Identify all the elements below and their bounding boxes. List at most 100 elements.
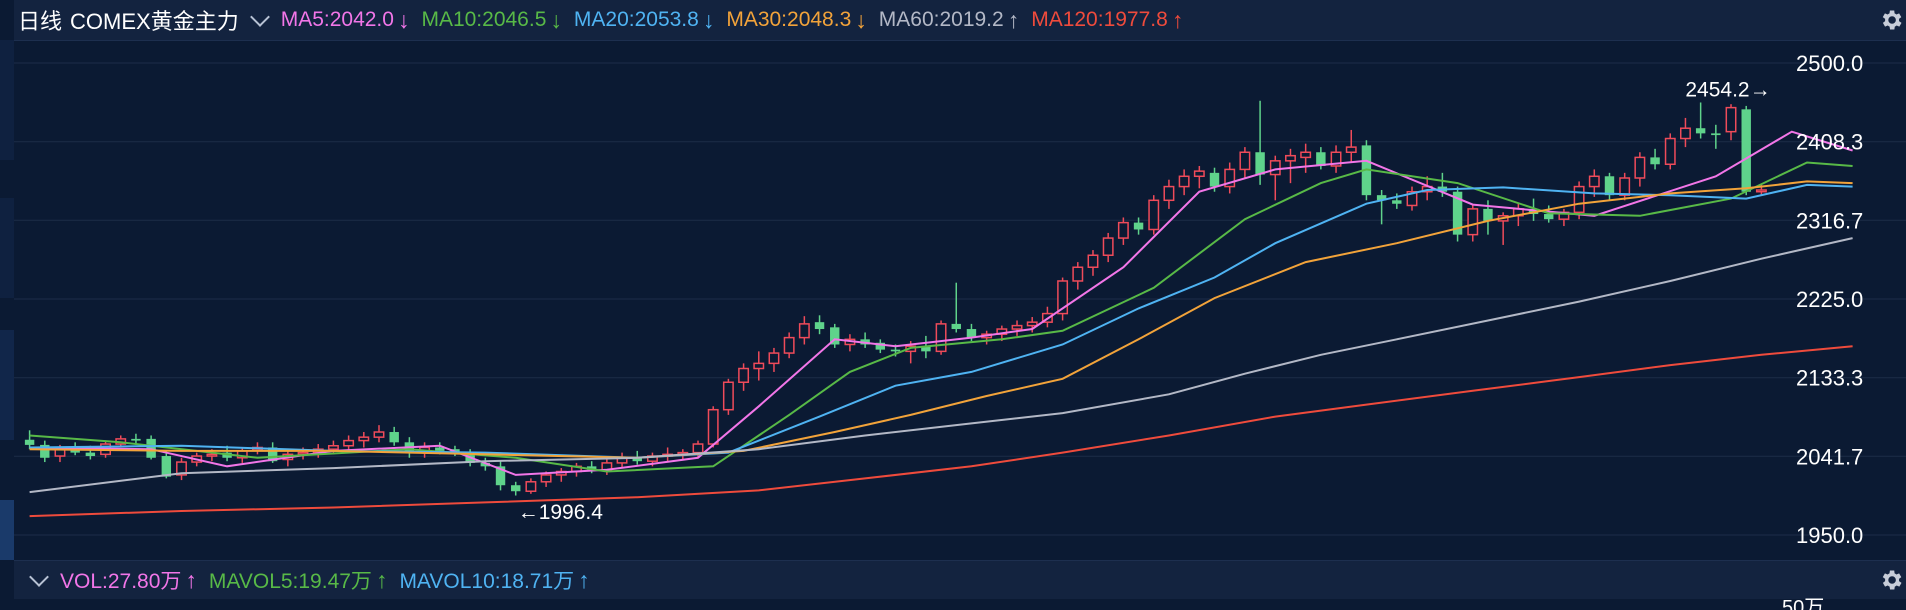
candle-body-up xyxy=(1087,254,1099,268)
candle-body-up xyxy=(798,323,810,339)
candle xyxy=(555,468,567,482)
candle-body-up xyxy=(1755,189,1767,193)
ma-line-ma60 xyxy=(29,237,1853,494)
candle xyxy=(798,316,810,345)
candle-body-up xyxy=(176,461,187,476)
candle-body-down xyxy=(1711,133,1721,136)
candle xyxy=(146,435,156,460)
candle xyxy=(1345,129,1357,163)
max-price-annotation: 2454.2→ xyxy=(1685,78,1770,101)
candle xyxy=(1664,133,1676,170)
candle xyxy=(1588,169,1600,197)
gear-icon[interactable] xyxy=(1878,567,1904,593)
candle-body-up xyxy=(707,408,719,445)
candle-body-down xyxy=(161,456,172,477)
candle-body-up xyxy=(1224,168,1236,188)
y-tick-label: 2225.0 xyxy=(1796,287,1863,312)
candlestick-chart[interactable]: 2500.0 2408.3 2316.7 2225.0 2133.3 2041.7 1950… xyxy=(14,40,1906,560)
y-tick-label: 2500.0 xyxy=(1796,51,1863,76)
left-edge-segment xyxy=(0,500,14,560)
candle xyxy=(1330,145,1342,173)
candle xyxy=(161,450,172,479)
chevron-down-icon[interactable] xyxy=(29,567,49,587)
candle-body-down xyxy=(1483,208,1493,221)
y-tick-label: 1950.0 xyxy=(1796,523,1863,548)
chart-canvas[interactable]: 2500.0 2408.3 2316.7 2225.0 2133.3 2041.7 1950… xyxy=(14,40,1906,560)
ma-legend-item-arrow: ↓ xyxy=(397,6,410,33)
candle xyxy=(1725,104,1737,141)
candle xyxy=(1224,162,1236,194)
left-edge-segment xyxy=(0,330,14,440)
vol-items: VOL:27.80万 ↑ MAVOL5:19.47万 ↑ MAVOL10:18.71万 ↑ xyxy=(60,565,602,595)
candle-body-up xyxy=(1345,146,1357,154)
candle-body-up xyxy=(783,336,795,354)
ma-legend-item-arrow: ↑ xyxy=(1007,6,1020,33)
candle xyxy=(1679,117,1691,148)
candle-body-up xyxy=(1011,324,1023,330)
candle-body-up xyxy=(327,444,339,450)
candle-body-up xyxy=(525,481,537,492)
candle-body-up xyxy=(1102,237,1114,256)
candle-body-up xyxy=(1193,170,1205,178)
ma-legend-item-label: MA5:2042.0 xyxy=(280,8,394,31)
candle-body-up xyxy=(540,474,552,483)
candle xyxy=(1102,232,1114,263)
candle xyxy=(1741,105,1751,196)
left-edge-strip xyxy=(0,0,14,610)
candle xyxy=(616,452,628,469)
candle-body-up xyxy=(1285,154,1296,162)
candle xyxy=(1057,277,1069,321)
ma-legend-item-label: MA60:2019.2 xyxy=(878,8,1004,31)
candle-body-up xyxy=(1679,127,1691,140)
candle xyxy=(1376,190,1387,225)
candle xyxy=(814,315,825,335)
candle-body-down xyxy=(389,432,399,443)
candle-body-up xyxy=(1634,156,1646,179)
vol-legend-item-label: MAVOL10:18.71万 xyxy=(399,570,575,593)
chevron-down-icon[interactable] xyxy=(249,7,270,27)
candle xyxy=(373,425,385,443)
gear-icon[interactable] xyxy=(1878,7,1904,33)
ma-legend-item-4: MA60:2019.2 ↑ xyxy=(879,7,1019,34)
candle xyxy=(1619,172,1631,201)
candle-body-down xyxy=(1392,200,1402,204)
min-price-annotation: ←1996.4 xyxy=(518,501,604,524)
candle-body-down xyxy=(24,439,35,445)
vol-legend-item-arrow: ↑ xyxy=(578,566,590,593)
candle-body-down xyxy=(1133,222,1144,230)
candle-body-up xyxy=(753,362,765,370)
ma-legend-item-5: MA120:1977.8 ↑ xyxy=(1031,7,1183,34)
candle-body-up xyxy=(1269,160,1281,176)
candle xyxy=(783,332,795,359)
y-tick-label: 2041.7 xyxy=(1796,444,1863,469)
ma-legend-item-label: MA120:1977.8 xyxy=(1031,8,1168,31)
candle xyxy=(768,347,780,372)
period-label: 日线 xyxy=(18,9,63,34)
ma-legend: 日线 COMEX黄金主力 MA5:2042.0 ↓ MA10:2046.5 ↓ MA20… xyxy=(18,0,1195,40)
candle xyxy=(511,481,521,496)
vol-legend-item-0: VOL:27.80万 ↑ xyxy=(60,565,197,595)
vol-legend-item-label: VOL:27.80万 xyxy=(60,570,182,593)
candle-body-up xyxy=(1163,185,1175,202)
vol-legend: VOL:27.80万 ↑ MAVOL5:19.47万 ↑ MAVOL10:18.71万 ↑ xyxy=(24,561,602,599)
candle-body-up xyxy=(722,381,734,411)
indicator-header: 日线 COMEX黄金主力 MA5:2042.0 ↓ MA10:2046.5 ↓ MA20… xyxy=(14,0,1906,41)
candle xyxy=(830,323,840,348)
candle xyxy=(1178,169,1190,196)
candle-body-down xyxy=(1209,172,1220,187)
ma-legend-item-arrow: ↑ xyxy=(1171,6,1184,33)
y-tick-label: 2133.3 xyxy=(1796,366,1863,391)
candle xyxy=(844,334,856,352)
left-edge-segment xyxy=(0,198,14,298)
candle xyxy=(738,363,750,391)
vol-legend-item-label: MAVOL5:19.47万 xyxy=(208,570,372,593)
candle-body-up xyxy=(1057,280,1069,315)
candle xyxy=(1604,172,1615,201)
candle-body-up xyxy=(1725,106,1737,133)
ma-legend-item-arrow: ↓ xyxy=(702,6,715,33)
ma-legend-item-label: MA10:2046.5 xyxy=(421,8,547,31)
candle xyxy=(1695,102,1706,139)
vol-legend-item-arrow: ↑ xyxy=(375,566,388,593)
candle-body-down xyxy=(1695,128,1706,134)
candle-body-down xyxy=(1316,152,1326,166)
